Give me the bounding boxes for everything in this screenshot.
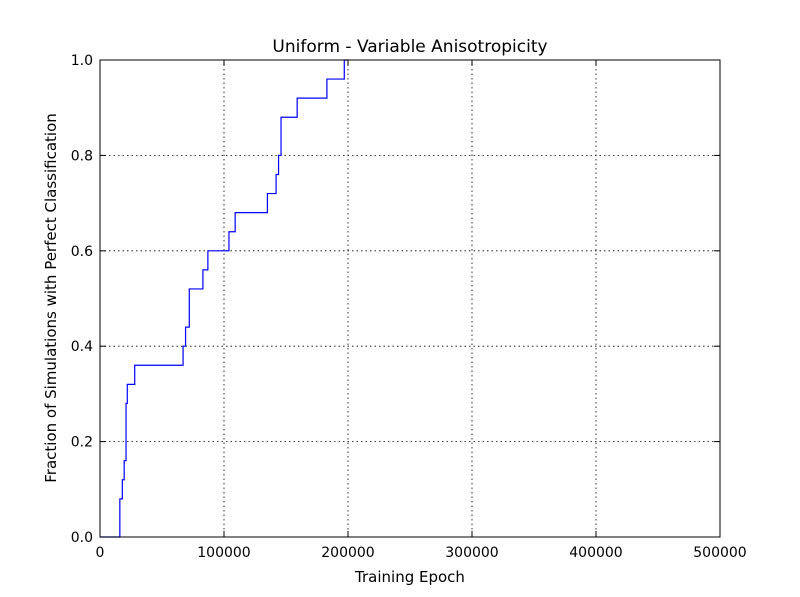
- x-axis-label: Training Epoch: [354, 568, 465, 586]
- y-tick-label: 1.0: [71, 53, 93, 69]
- x-tick-label: 0: [96, 545, 105, 561]
- plot-frame: [99, 59, 721, 538]
- chart-title: Uniform - Variable Anisotropicity: [272, 37, 547, 57]
- ticks: 0 100000 200000 300000 400000 500000 0.0 0.2 0.4…: [71, 53, 747, 561]
- y-tick-label: 0.8: [71, 148, 93, 164]
- x-tick-label: 100000: [197, 545, 250, 561]
- y-tick-label: 0.2: [71, 435, 93, 451]
- y-tick-label: 0.6: [71, 244, 93, 260]
- y-tick-label: 0.0: [71, 530, 93, 546]
- x-tick-label: 300000: [445, 545, 498, 561]
- series-line: [100, 59, 348, 538]
- grid: [100, 60, 720, 537]
- x-tick-label: 500000: [693, 545, 746, 561]
- x-tick-label: 200000: [321, 545, 374, 561]
- series-layer: [100, 59, 348, 538]
- y-axis-label: Fraction of Simulations with Perfect Cla…: [42, 113, 60, 483]
- x-tick-label: 400000: [569, 545, 622, 561]
- y-tick-label: 0.4: [71, 339, 93, 355]
